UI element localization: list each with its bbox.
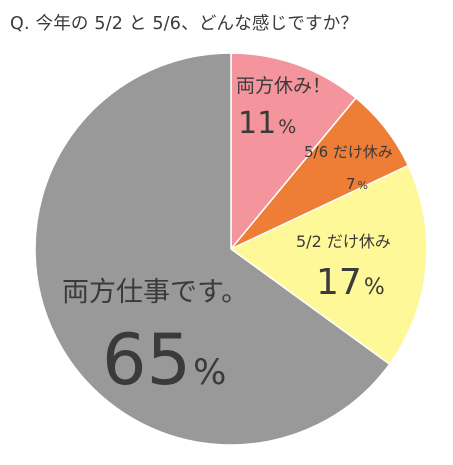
slice-label-3: 5/2 だけ休み (296, 232, 391, 251)
slice-value-1: 11% (238, 106, 296, 141)
slice-value-4: 65% (102, 319, 226, 401)
slice-value-2: 7% (346, 175, 368, 193)
pie-slice-1 (230, 52, 357, 252)
chart-title: Q. 今年の 5/2 と 5/6、どんな感じですか？ (10, 14, 359, 34)
pie-slice-4 (34, 52, 391, 446)
pie-slice-3 (229, 164, 428, 366)
slice-label-4: 両方仕事です。 (62, 277, 248, 308)
slice-value-3: 17% (316, 262, 385, 303)
slice-label-2: 5/6 だけ休み (304, 143, 393, 161)
pie-slices (34, 52, 428, 446)
slice-label-1: 両方休み！ (236, 75, 331, 97)
pie-labels: 両方休み！ 11 % 5/6 だけ休み 7 % 5/2 だけ休み 17% 両方仕事です。 65% (62, 75, 393, 401)
